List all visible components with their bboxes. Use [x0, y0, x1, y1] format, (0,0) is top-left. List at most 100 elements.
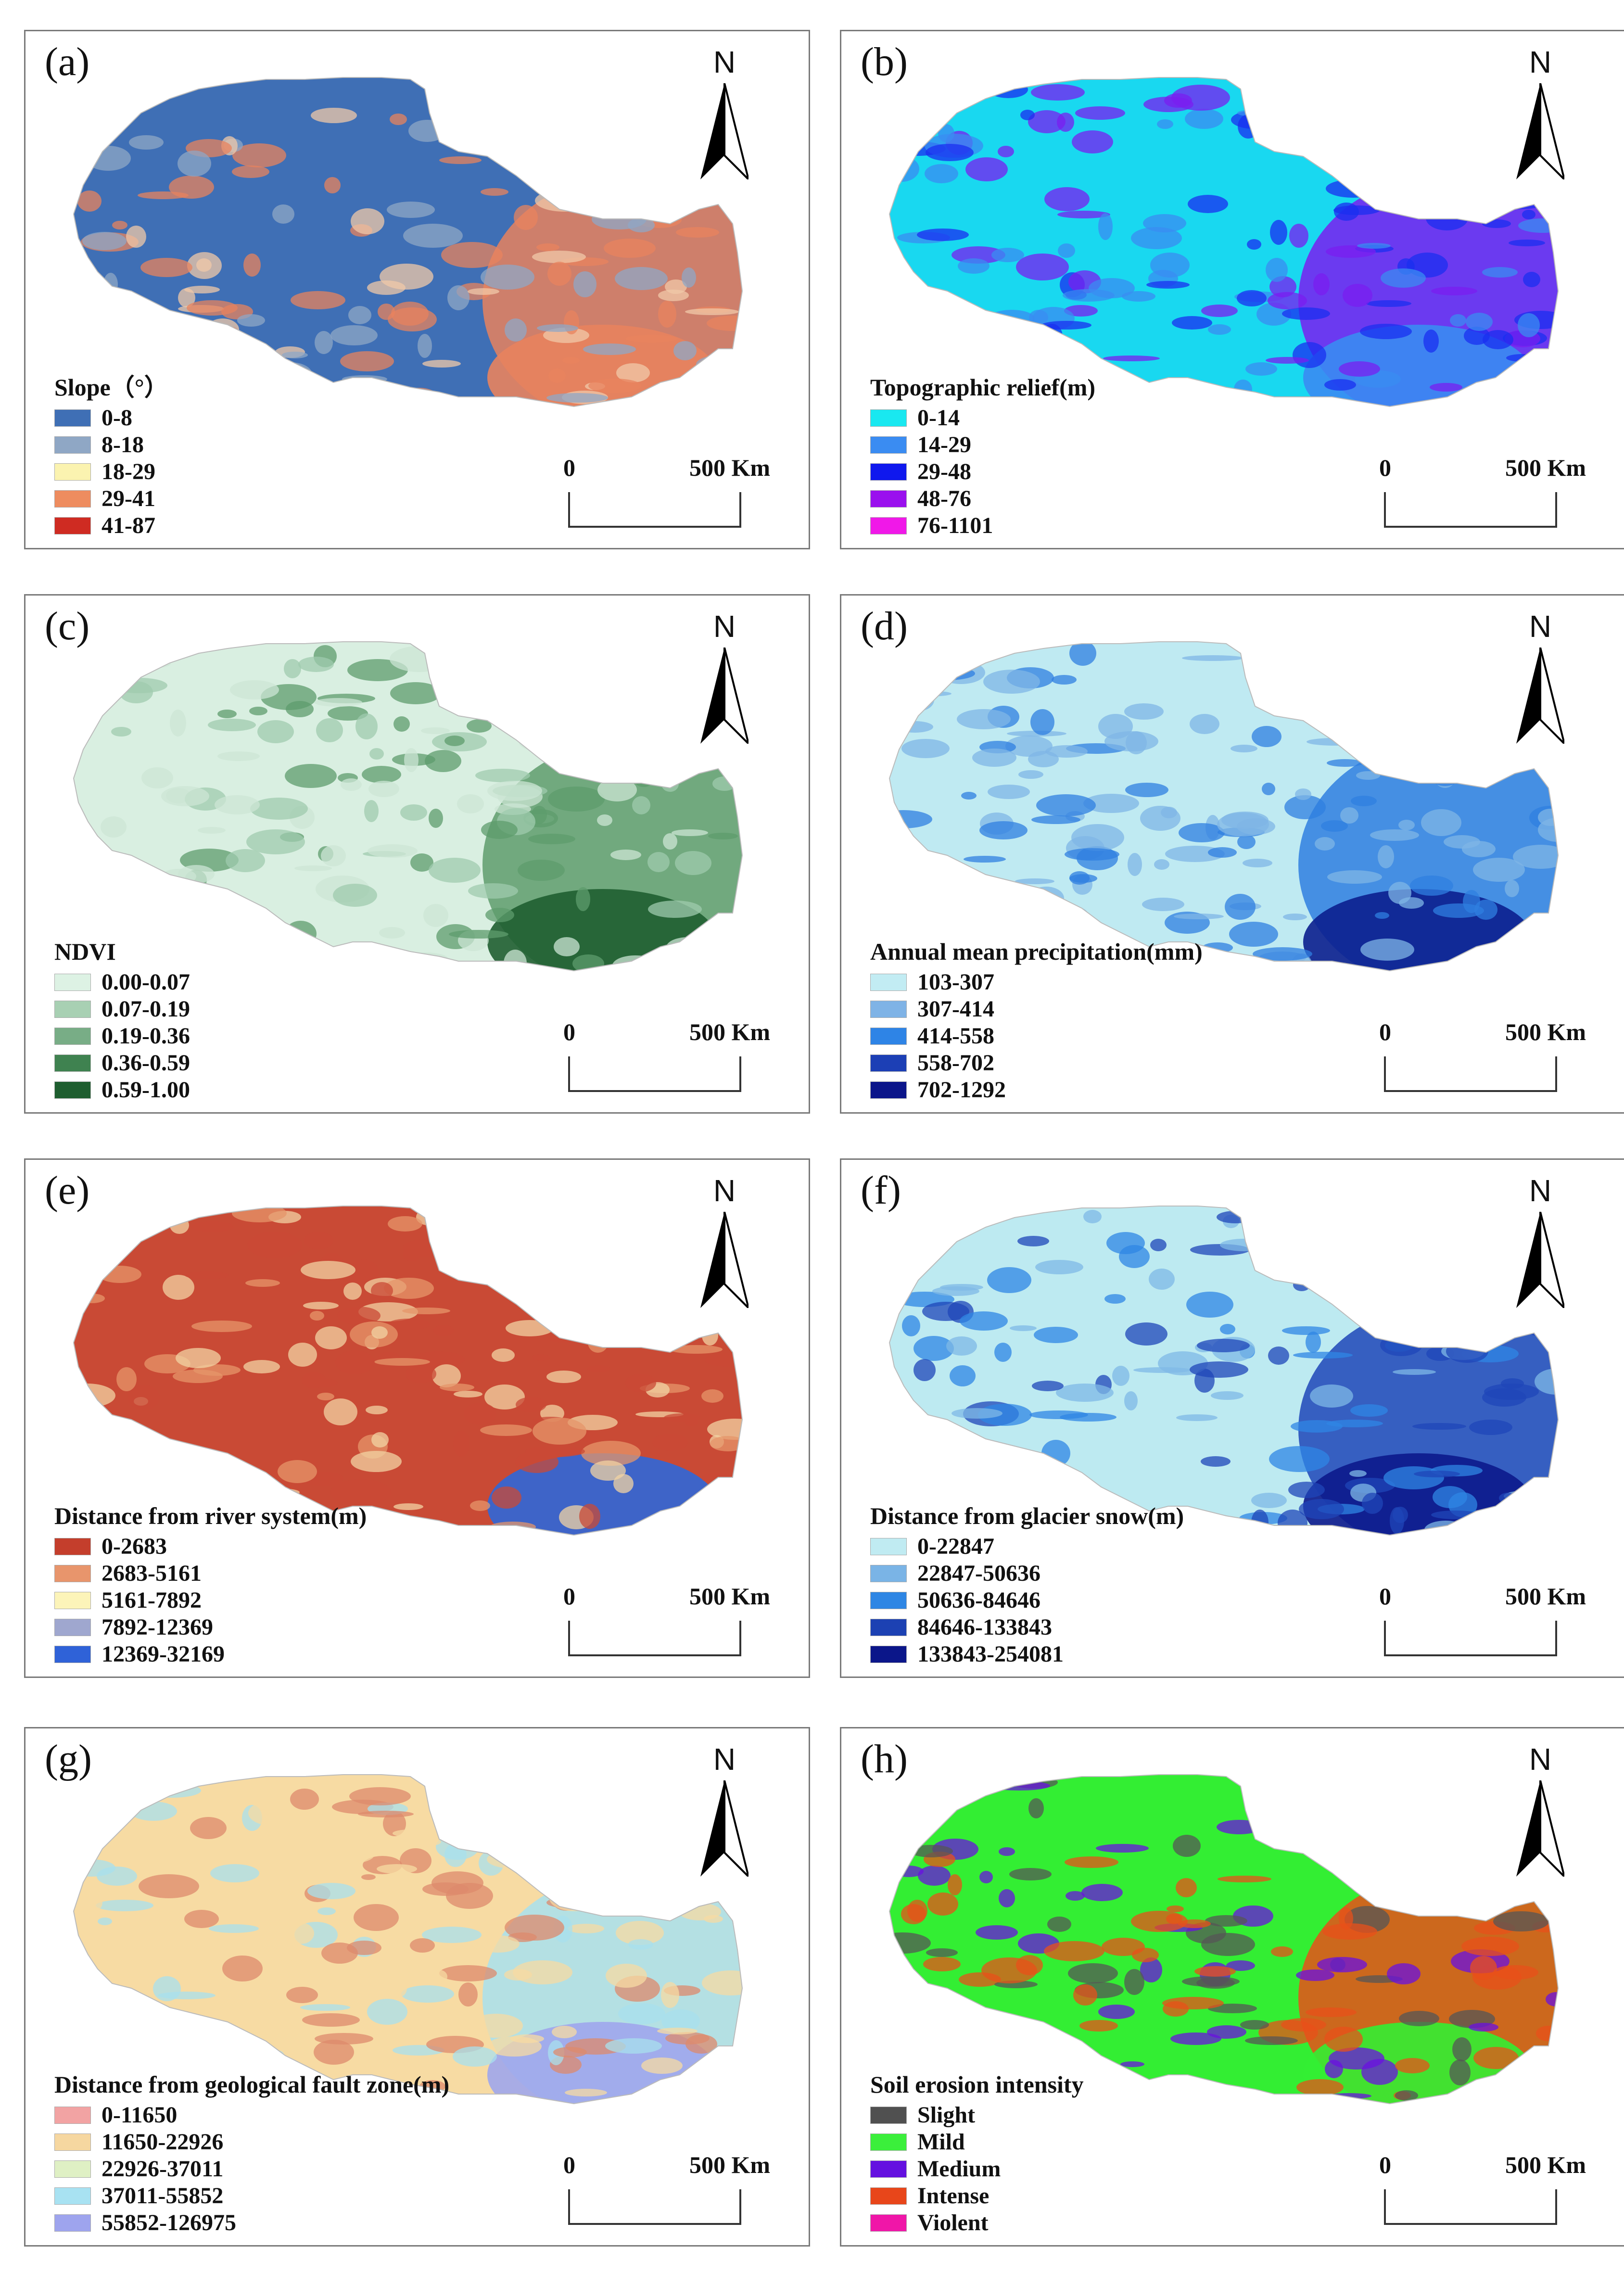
- legend-label: Violent: [917, 2210, 989, 2235]
- legend-label: 0.07-0.19: [102, 996, 190, 1022]
- legend-item: 37011-55852: [54, 2183, 449, 2210]
- legend-swatch: [54, 1028, 91, 1045]
- scale-bar-line: [568, 1621, 741, 1656]
- scale-zero: 0: [1379, 1583, 1391, 1610]
- scale-end: 500 Km: [1505, 454, 1586, 481]
- north-arrow: N: [693, 607, 756, 747]
- legend-swatch: [870, 1081, 907, 1099]
- legend-swatch: [54, 2187, 91, 2205]
- legend-label: 5161-7892: [102, 1588, 202, 1613]
- legend-swatch: [54, 2134, 91, 2151]
- scale-bar-line: [1384, 1621, 1557, 1656]
- north-arrow: N: [1509, 1740, 1572, 1880]
- legend-item: 0-11650: [54, 2102, 449, 2129]
- legend-label: 103-307: [917, 969, 994, 995]
- north-arrow-icon: [1516, 648, 1564, 744]
- panel-c: (c) N NDVI 0.00-0.07 0.07-0.19 0.19-0.36 0.36-…: [24, 594, 810, 1114]
- panel-e: (e) N Distance from river system(m) 0-2683 2…: [24, 1158, 810, 1678]
- panel-f: (f) N Distance from glacier snow(m) 0-22847…: [840, 1158, 1624, 1678]
- panel-g: (g) N Distance from geological fault zone(…: [24, 1727, 810, 2247]
- legend-item: 0-14: [870, 405, 1095, 432]
- legend-swatch: [54, 2107, 91, 2124]
- legend-label: 7892-12369: [102, 1614, 213, 1640]
- legend-swatch: [54, 1565, 91, 1582]
- legend-item: 18-29: [54, 458, 168, 485]
- legend-title: Distance from glacier snow(m): [870, 1502, 1184, 1529]
- legend-label: 0.00-0.07: [102, 969, 190, 995]
- legend-swatch: [870, 1592, 907, 1609]
- legend-swatch: [870, 2107, 907, 2124]
- north-arrow: N: [1509, 1171, 1572, 1311]
- scale-bar-line: [568, 2189, 741, 2225]
- panel-label: (e): [45, 1168, 90, 1213]
- scale-bar-line: [1384, 1056, 1557, 1092]
- scale-bar-line: [568, 1056, 741, 1092]
- legend-label: 0-8: [102, 405, 132, 431]
- tibetan-plateau-map: [888, 1206, 1559, 1536]
- legend-label: 8-18: [102, 432, 144, 457]
- legend-item: Violent: [870, 2210, 1084, 2236]
- legend-item: 76-1101: [870, 512, 1095, 539]
- panel-label: (h): [861, 1737, 908, 1781]
- legend-swatch: [54, 2160, 91, 2178]
- north-arrow-icon: [1516, 1212, 1564, 1308]
- legend-swatch: [870, 1054, 907, 1072]
- scale-zero: 0: [1379, 454, 1391, 481]
- scale-zero: 0: [563, 454, 575, 481]
- legend-swatch: [870, 2214, 907, 2232]
- legend-item: 11650-22926: [54, 2129, 449, 2156]
- north-label: N: [713, 1742, 736, 1777]
- legend-item: 8-18: [54, 432, 168, 458]
- legend-label: 133843-254081: [917, 1641, 1064, 1667]
- legend-item: 414-558: [870, 1023, 1203, 1050]
- scale-end: 500 Km: [1505, 1018, 1586, 1045]
- legend-item: 12369-32169: [54, 1641, 367, 1668]
- panel-label: (a): [45, 39, 90, 84]
- legend-label: Mild: [917, 2129, 965, 2155]
- legend-swatch: [870, 1538, 907, 1555]
- legend-item: 7892-12369: [54, 1614, 367, 1641]
- scale-zero: 0: [563, 1018, 575, 1045]
- scale-end: 500 Km: [689, 2151, 770, 2178]
- legend: Distance from river system(m) 0-2683 2683-…: [54, 1501, 367, 1668]
- legend-item: 29-48: [870, 458, 1095, 485]
- legend-title: NDVI: [54, 938, 116, 965]
- north-label: N: [713, 1173, 736, 1208]
- legend-label: 50636-84646: [917, 1588, 1040, 1613]
- legend-item: Mild: [870, 2129, 1084, 2156]
- legend-item: 0.19-0.36: [54, 1023, 190, 1050]
- legend-item: 48-76: [870, 485, 1095, 512]
- legend-swatch: [54, 1646, 91, 1663]
- legend-item: 14-29: [870, 432, 1095, 458]
- north-arrow-icon: [700, 1780, 749, 1877]
- tibetan-plateau-map: [888, 641, 1559, 972]
- legend-swatch: [870, 2134, 907, 2151]
- legend-label: 558-702: [917, 1050, 994, 1076]
- north-arrow: N: [693, 43, 756, 182]
- scale-end: 500 Km: [1505, 1583, 1586, 1610]
- north-label: N: [1529, 45, 1552, 79]
- legend-item: 0.36-0.59: [54, 1050, 190, 1077]
- panel-label: (b): [861, 39, 908, 84]
- panel-h: (h) N Soil erosion intensity Slight Mild Medi…: [840, 1727, 1624, 2247]
- legend-item: 133843-254081: [870, 1641, 1184, 1668]
- legend-swatch: [54, 1619, 91, 1636]
- tibetan-plateau-map: [73, 1206, 743, 1536]
- legend-item: 0-22847: [870, 1533, 1184, 1560]
- legend-item: 2683-5161: [54, 1560, 367, 1587]
- legend-label: 0-22847: [917, 1534, 994, 1559]
- legend-label: 41-87: [102, 513, 155, 538]
- scale-end: 500 Km: [689, 454, 770, 481]
- legend-swatch: [870, 1646, 907, 1663]
- north-arrow-icon: [1516, 1780, 1564, 1877]
- legend-title: Slope（°）: [54, 374, 168, 401]
- north-arrow-icon: [700, 83, 749, 179]
- legend-swatch: [54, 463, 91, 481]
- legend-item: Medium: [870, 2156, 1084, 2183]
- legend-swatch: [54, 974, 91, 991]
- legend-item: Slight: [870, 2102, 1084, 2129]
- north-arrow: N: [1509, 607, 1572, 747]
- tibetan-plateau-map: [888, 77, 1559, 407]
- scale-end: 500 Km: [1505, 2151, 1586, 2178]
- legend-swatch: [870, 1028, 907, 1045]
